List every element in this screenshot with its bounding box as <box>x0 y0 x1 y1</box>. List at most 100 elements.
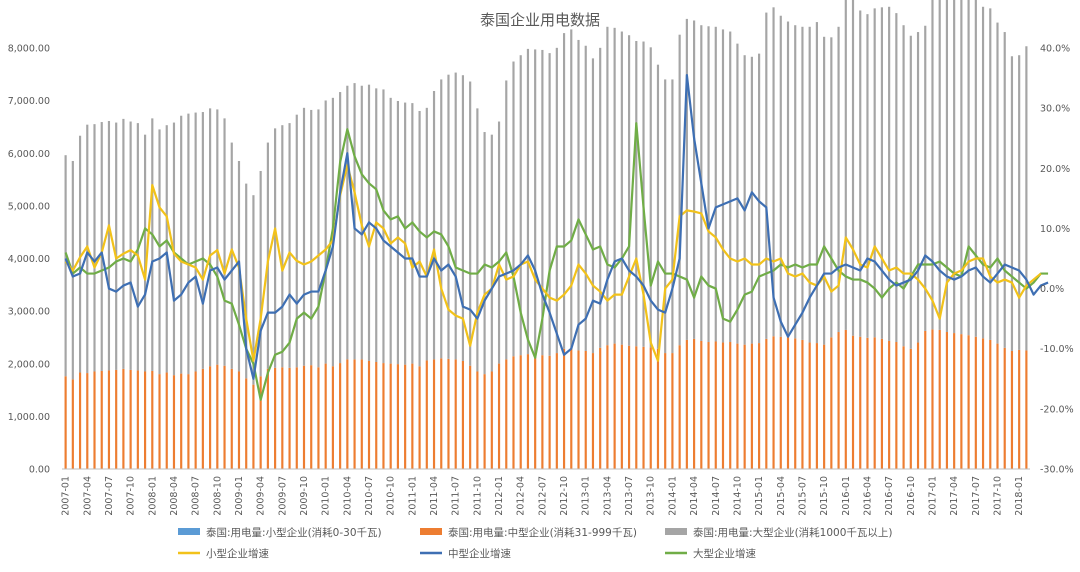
line-medium-growth <box>64 73 1049 380</box>
bar-medium-13 <box>158 374 161 469</box>
bar-medium-3 <box>86 373 89 469</box>
bar-medium-87 <box>693 338 696 469</box>
bar-medium-21 <box>216 364 219 469</box>
bar-medium-79 <box>635 346 638 469</box>
bar-large-53 <box>447 74 450 359</box>
x-axis-tick: 2014-01 <box>667 476 678 516</box>
bar-medium-12 <box>151 370 154 469</box>
x-axis-tick: 2009-10 <box>299 476 310 516</box>
bar-large-38 <box>339 92 342 364</box>
bar-large-25 <box>245 183 248 379</box>
bar-medium-62 <box>512 356 515 469</box>
bar-medium-9 <box>129 369 132 469</box>
left-axis-tick: 4,000.00 <box>8 254 50 265</box>
bar-large-33 <box>302 107 306 366</box>
bar-large-52 <box>440 79 443 359</box>
x-axis-tick: 2008-10 <box>212 476 223 516</box>
x-axis-tick: 2009-07 <box>277 476 288 516</box>
bar-large-47 <box>404 102 407 365</box>
x-axis-tick: 2009-04 <box>256 476 267 516</box>
bar-large-115 <box>895 13 898 343</box>
x-axis-tick: 2008-01 <box>147 476 158 516</box>
bar-large-50 <box>425 107 428 361</box>
x-axis-tick: 2014-04 <box>689 476 700 516</box>
bar-large-45 <box>389 97 392 364</box>
bar-medium-4 <box>93 371 96 469</box>
x-axis-tick: 2015-10 <box>819 476 830 516</box>
bar-medium-102 <box>801 339 804 469</box>
left-axis-tick: 3,000.00 <box>8 307 50 318</box>
x-axis-tick: 2011-07 <box>451 476 462 516</box>
bar-medium-40 <box>353 359 356 469</box>
x-axis-tick: 2012-04 <box>516 476 527 516</box>
bar-medium-24 <box>237 371 241 469</box>
bar-large-8 <box>122 118 125 369</box>
bar-large-80 <box>642 41 645 347</box>
bar-medium-55 <box>461 360 465 469</box>
bar-large-89 <box>707 26 710 343</box>
bar-medium-76 <box>613 343 616 469</box>
bar-medium-116 <box>902 346 905 469</box>
bar-large-74 <box>599 47 602 348</box>
bar-large-114 <box>888 6 891 341</box>
bar-medium-108 <box>844 329 847 469</box>
bar-medium-8 <box>122 368 125 469</box>
bar-medium-80 <box>642 346 645 469</box>
legend-medium-bar-swatch <box>420 528 442 535</box>
x-axis-tick: 2017-04 <box>949 476 960 516</box>
bar-medium-130 <box>1003 347 1006 469</box>
legend-medium-bar-label: 泰国:用电量:中型企业(消耗31-999千瓦) <box>448 526 637 539</box>
bar-large-108 <box>844 0 847 330</box>
bar-large-105 <box>823 36 826 345</box>
bar-large-107 <box>837 26 840 333</box>
x-axis-tick: 2015-01 <box>754 476 765 516</box>
bar-medium-25 <box>245 378 248 469</box>
x-axis-tick: 2012-01 <box>494 476 505 516</box>
bar-medium-72 <box>584 350 587 469</box>
bar-large-23 <box>230 142 233 369</box>
bar-medium-119 <box>924 330 927 469</box>
x-axis-tick: 2010-10 <box>386 476 397 516</box>
bar-large-20 <box>209 108 212 367</box>
left-axis-tick: 8,000.00 <box>8 44 50 55</box>
bar-large-56 <box>469 81 472 366</box>
bar-large-35 <box>317 109 320 368</box>
bar-medium-121 <box>938 329 941 469</box>
bar-medium-64 <box>526 354 530 469</box>
bar-medium-120 <box>931 329 934 469</box>
bar-medium-18 <box>194 371 197 469</box>
x-axis-tick: 2008-04 <box>169 476 180 516</box>
bar-medium-5 <box>100 370 103 469</box>
x-axis-tick: 2016-04 <box>863 476 874 516</box>
x-axis-tick: 2007-10 <box>126 476 137 516</box>
chart-title: 泰国企业用电数据 <box>480 11 600 29</box>
bar-large-121 <box>938 0 941 330</box>
right-axis-tick: -10.0% <box>1040 344 1074 355</box>
bar-large-17 <box>187 113 190 375</box>
left-axis-tick: 7,000.00 <box>8 96 50 107</box>
bar-large-90 <box>714 26 717 342</box>
bar-large-46 <box>396 100 399 365</box>
bar-medium-53 <box>447 358 450 469</box>
legend-large-growth-label: 大型企业增速 <box>693 547 756 560</box>
bar-medium-125 <box>967 335 970 469</box>
bar-medium-131 <box>1010 350 1014 469</box>
bar-medium-124 <box>960 334 963 469</box>
bar-large-117 <box>909 35 912 349</box>
x-axis-tick: 2011-04 <box>429 476 440 516</box>
bar-medium-19 <box>201 368 204 469</box>
x-axis-tick: 2010-01 <box>321 476 332 516</box>
x-axis-tick: 2007-04 <box>82 476 93 516</box>
bar-medium-61 <box>505 359 508 469</box>
bar-large-19 <box>201 112 204 369</box>
x-axis-tick: 2013-01 <box>581 476 592 516</box>
bar-large-86 <box>685 18 688 340</box>
bar-medium-48 <box>411 363 414 469</box>
bar-large-21 <box>216 109 219 365</box>
bar-large-28 <box>266 142 269 369</box>
bar-medium-95 <box>750 343 753 469</box>
x-axis-tick: 2016-01 <box>841 476 852 516</box>
bar-large-127 <box>981 6 985 339</box>
legend-small-bar-swatch <box>178 528 200 535</box>
